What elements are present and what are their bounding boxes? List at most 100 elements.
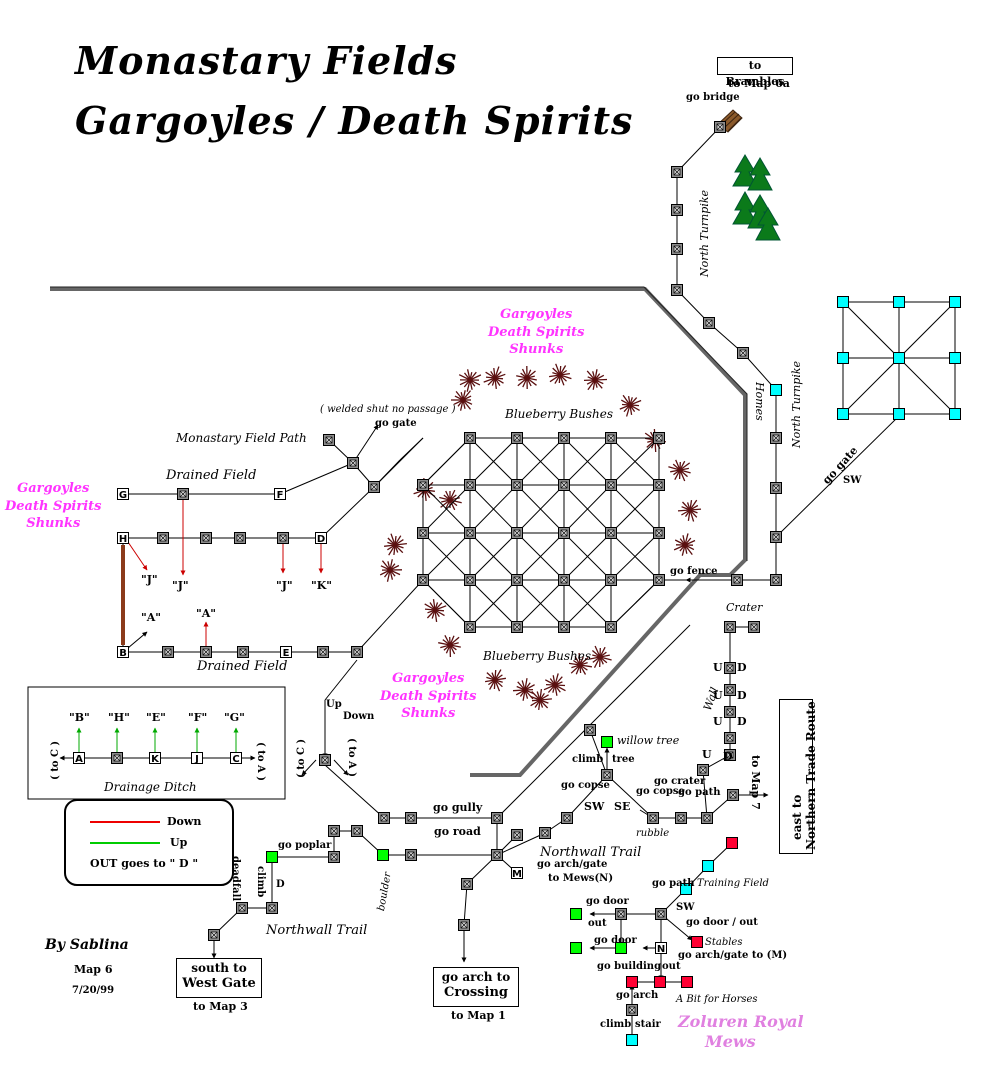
room[interactable] <box>405 812 417 824</box>
room-cyan[interactable] <box>893 352 905 364</box>
room[interactable] <box>378 812 390 824</box>
room[interactable] <box>511 574 523 586</box>
room[interactable] <box>671 166 683 178</box>
room[interactable] <box>584 724 596 736</box>
room[interactable] <box>671 284 683 296</box>
room[interactable] <box>724 684 736 696</box>
room[interactable] <box>464 621 476 633</box>
room-cyan[interactable] <box>893 408 905 420</box>
room[interactable] <box>653 527 665 539</box>
room[interactable] <box>724 662 736 674</box>
room[interactable] <box>653 432 665 444</box>
room[interactable] <box>748 621 760 633</box>
room[interactable] <box>266 902 278 914</box>
room[interactable] <box>328 851 340 863</box>
room[interactable] <box>157 532 169 544</box>
room[interactable] <box>605 527 617 539</box>
room[interactable] <box>237 646 249 658</box>
room[interactable] <box>347 457 359 469</box>
room-green[interactable] <box>601 736 613 748</box>
room-cyan[interactable] <box>893 296 905 308</box>
room[interactable] <box>417 527 429 539</box>
room-green[interactable] <box>570 942 582 954</box>
room[interactable] <box>491 812 503 824</box>
room[interactable] <box>558 621 570 633</box>
room[interactable] <box>675 812 687 824</box>
room[interactable] <box>368 481 380 493</box>
room[interactable] <box>653 574 665 586</box>
room[interactable] <box>655 908 667 920</box>
room-c[interactable]: C <box>230 752 242 766</box>
room[interactable] <box>714 121 726 133</box>
room-cyan[interactable] <box>949 408 961 420</box>
room[interactable] <box>770 574 782 586</box>
room-cyan[interactable] <box>680 883 692 895</box>
room-h[interactable]: H <box>117 532 129 546</box>
room[interactable] <box>605 432 617 444</box>
room[interactable] <box>731 574 743 586</box>
room-cyan[interactable] <box>770 384 782 396</box>
room-cyan[interactable] <box>949 352 961 364</box>
room-cyan[interactable] <box>837 296 849 308</box>
room-cyan[interactable] <box>837 408 849 420</box>
room[interactable] <box>605 621 617 633</box>
room-f[interactable]: F <box>274 488 286 502</box>
room-red[interactable] <box>654 976 666 988</box>
room-n[interactable]: N <box>655 942 667 956</box>
room-green[interactable] <box>377 849 389 861</box>
exit-brambles-box[interactable]: to Brambles <box>717 57 793 88</box>
room[interactable] <box>177 488 189 500</box>
room[interactable] <box>703 317 715 329</box>
room[interactable] <box>511 621 523 633</box>
room[interactable] <box>236 902 248 914</box>
room-green[interactable] <box>570 908 582 920</box>
room-m[interactable]: M <box>511 867 523 881</box>
room[interactable] <box>539 827 551 839</box>
room[interactable] <box>464 432 476 444</box>
room[interactable] <box>724 706 736 718</box>
room-a[interactable]: A <box>73 752 85 766</box>
room[interactable] <box>605 574 617 586</box>
room-cyan[interactable] <box>702 860 714 872</box>
room[interactable] <box>200 646 212 658</box>
room-green[interactable] <box>615 942 627 954</box>
room[interactable] <box>626 1004 638 1016</box>
room[interactable] <box>647 812 659 824</box>
room[interactable] <box>701 812 713 824</box>
room[interactable] <box>653 479 665 491</box>
room[interactable] <box>208 929 220 941</box>
room[interactable] <box>511 432 523 444</box>
room[interactable] <box>558 574 570 586</box>
room[interactable] <box>727 789 739 801</box>
room[interactable] <box>417 479 429 491</box>
room-cyan[interactable] <box>626 1034 638 1046</box>
room-red[interactable] <box>681 976 693 988</box>
room[interactable] <box>561 812 573 824</box>
room[interactable] <box>319 754 331 766</box>
room[interactable] <box>277 532 289 544</box>
room[interactable] <box>724 732 736 744</box>
room[interactable] <box>162 646 174 658</box>
room[interactable] <box>464 479 476 491</box>
room-red[interactable] <box>626 976 638 988</box>
room-b[interactable]: B <box>117 646 129 660</box>
room[interactable] <box>558 432 570 444</box>
room[interactable] <box>737 347 749 359</box>
room-j[interactable]: J <box>191 752 203 766</box>
room[interactable] <box>601 769 613 781</box>
room[interactable] <box>724 621 736 633</box>
room-red[interactable] <box>691 936 703 948</box>
room[interactable] <box>111 752 123 764</box>
exit-crossing-box[interactable]: go arch to Crossing <box>433 967 519 1007</box>
room[interactable] <box>558 479 570 491</box>
room[interactable] <box>724 749 736 761</box>
room[interactable] <box>770 432 782 444</box>
exit-west-gate-box[interactable]: south to West Gate <box>176 958 262 998</box>
room[interactable] <box>461 878 473 890</box>
room[interactable] <box>458 919 470 931</box>
room[interactable] <box>323 434 335 446</box>
room[interactable] <box>417 574 429 586</box>
room-cyan[interactable] <box>949 296 961 308</box>
room[interactable] <box>464 527 476 539</box>
room[interactable] <box>671 204 683 216</box>
